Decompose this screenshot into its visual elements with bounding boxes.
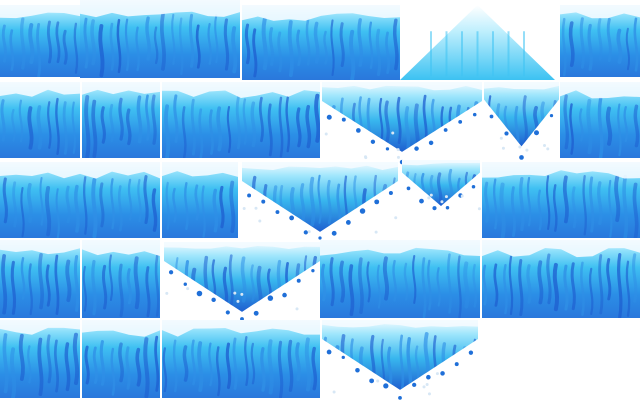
icicle-cluster-tile [242, 162, 398, 240]
waterfall-fill-tile [0, 162, 160, 238]
icicle-cluster-tile [322, 82, 482, 165]
icicle-cluster-tile [484, 82, 559, 160]
waterfall-fill-tile [560, 82, 640, 158]
waterfall-fill-tile [482, 240, 640, 318]
waterfall-fill-tile [162, 82, 320, 158]
waterfall-fill-tile [162, 320, 320, 398]
waterfall-fill-tile [82, 240, 160, 318]
icicle-cluster-tile [402, 160, 481, 211]
waterfall-fill-tile [320, 240, 480, 318]
ice-peak-tile [400, 5, 555, 80]
waterfall-fill-tile [482, 162, 640, 238]
waterfall-fill-tile [80, 0, 240, 78]
waterfall-fill-tile [162, 162, 238, 238]
waterfall-fill-tile [0, 82, 80, 158]
waterfall-fill-tile [560, 5, 640, 77]
waterfall-fill-tile [82, 82, 160, 158]
icicle-cluster-tile [164, 242, 320, 321]
waterfall-fill-tile [242, 5, 400, 80]
waterfall-fill-tile [0, 5, 80, 77]
waterfall-fill-tile [0, 240, 80, 318]
icicle-cluster-tile [322, 320, 478, 400]
waterfall-fill-tile [0, 320, 80, 398]
waterfall-fill-tile [82, 320, 160, 398]
